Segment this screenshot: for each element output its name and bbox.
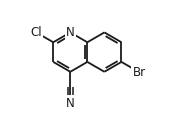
Text: N: N bbox=[66, 97, 75, 110]
Text: N: N bbox=[66, 26, 75, 39]
Text: Cl: Cl bbox=[30, 26, 42, 39]
Text: Br: Br bbox=[132, 66, 146, 79]
